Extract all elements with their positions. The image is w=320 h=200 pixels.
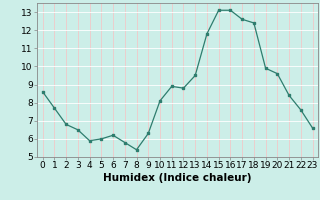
X-axis label: Humidex (Indice chaleur): Humidex (Indice chaleur) bbox=[103, 173, 252, 183]
